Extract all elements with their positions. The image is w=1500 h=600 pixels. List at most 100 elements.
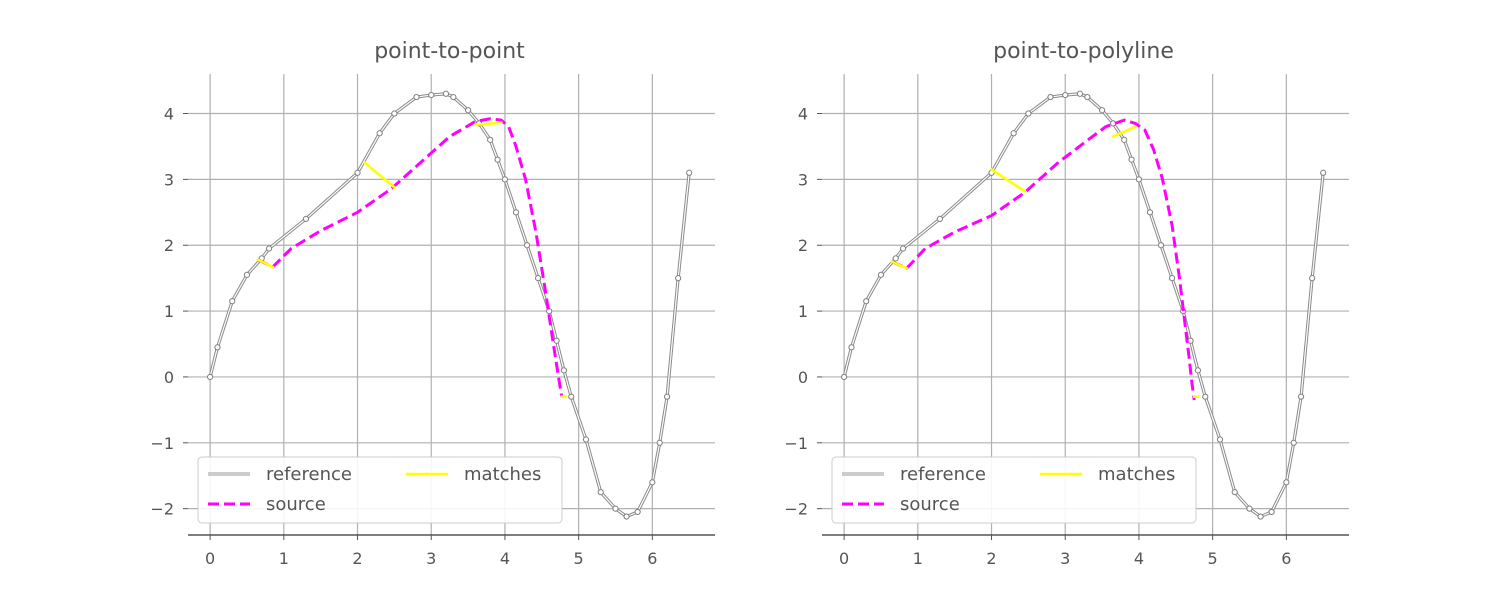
x-tick-label: 1 (279, 549, 289, 568)
reference-point (512, 209, 520, 216)
reference-point (1297, 393, 1305, 400)
x-tick-label: 4 (500, 549, 510, 568)
match-segment (474, 121, 503, 127)
reference-point (494, 156, 501, 163)
legend-label-reference: reference (266, 464, 352, 485)
legend: reference source matches (197, 456, 563, 524)
reference-point (1202, 393, 1209, 400)
x-tick-label: 3 (1060, 549, 1070, 568)
x-tick-label: 0 (205, 549, 215, 568)
reference-point (656, 439, 663, 446)
y-tick-label: 1 (164, 302, 174, 321)
reference-point (1135, 176, 1143, 183)
reference-point (649, 479, 656, 486)
reference-point (1010, 130, 1017, 137)
legend: reference source matches (831, 456, 1197, 524)
reference-point (877, 271, 885, 278)
reference-point (1146, 209, 1154, 216)
reference-point (597, 489, 604, 496)
reference-point (1062, 91, 1069, 99)
reference-point (892, 255, 899, 262)
match-segment (1111, 124, 1137, 139)
y-tick-label: 4 (164, 105, 174, 124)
reference-point (1194, 367, 1202, 374)
reference-point (1231, 489, 1238, 496)
x-tick-label: 3 (426, 549, 436, 568)
y-tick-label: 2 (798, 236, 808, 255)
reference-point (899, 245, 907, 252)
match-segment (363, 161, 397, 190)
x-tick-label: 5 (1208, 549, 1218, 568)
x-tick-label: 6 (1281, 549, 1291, 568)
reference-point (1216, 436, 1224, 443)
reference-point (442, 90, 450, 97)
reference-point (214, 344, 221, 351)
y-tick-label: −2 (784, 500, 808, 519)
legend-box (831, 456, 1197, 524)
y-tick-label: 4 (798, 105, 808, 124)
reference-line (843, 93, 1324, 518)
reference-point (1283, 479, 1290, 486)
reference-point (1268, 508, 1275, 516)
reference-line-outline (208, 92, 691, 519)
x-tick-label: 1 (913, 549, 923, 568)
reference-point (229, 298, 236, 305)
reference-point (612, 505, 619, 512)
reference-point (675, 275, 682, 282)
reference-point (634, 508, 641, 516)
y-tick-label: 3 (164, 170, 174, 189)
chart-title: point-to-polyline (993, 39, 1174, 64)
source-line (257, 117, 564, 397)
match-segment (989, 167, 1027, 194)
reference-point (207, 373, 214, 381)
reference-point (560, 367, 568, 374)
reference-point (582, 436, 590, 443)
reference-point (450, 93, 457, 101)
reference-point (686, 169, 693, 176)
reference-point (1169, 275, 1176, 282)
chart-panel-2: 0 1 2 3 4 5 6 −2 −1 0 1 2 3 4 point-to-polyline referen… (784, 39, 1349, 568)
y-tick-label: 0 (164, 368, 174, 387)
reference-point (1157, 242, 1165, 249)
chart-panel-1: 0 1 2 3 4 5 6 −2 −1 0 1 2 3 4 point-to-point reference s… (150, 39, 715, 568)
reference-point (464, 107, 472, 114)
x-tick-label: 5 (574, 549, 584, 568)
x-tick-label: 2 (986, 549, 996, 568)
reference-point (391, 110, 398, 117)
reference-point (501, 176, 509, 183)
reference-point (1110, 120, 1117, 127)
reference-point (553, 337, 560, 344)
reference-point (936, 215, 944, 222)
reference-point (568, 393, 575, 400)
y-tick-label: 1 (798, 302, 808, 321)
reference-point (1128, 156, 1135, 163)
reference-point (487, 136, 494, 143)
legend-label-source: source (900, 494, 960, 515)
reference-point (523, 242, 531, 249)
reference-point (841, 373, 848, 381)
legend-label-matches: matches (1098, 464, 1175, 485)
reference-point (1121, 136, 1128, 143)
x-tick-label: 2 (352, 549, 362, 568)
x-tick-label: 4 (1134, 549, 1144, 568)
y-tick-label: −2 (150, 500, 174, 519)
reference-point (243, 271, 251, 278)
reference-point (1047, 93, 1054, 101)
legend-label-source: source (266, 494, 326, 515)
reference-point (1290, 439, 1297, 446)
reference-point (428, 91, 435, 99)
reference-point (1309, 275, 1316, 282)
reference-point (1098, 107, 1106, 114)
reference-line (209, 93, 690, 518)
match-segment (890, 259, 909, 270)
reference-point (1025, 110, 1032, 117)
reference-point (1084, 93, 1091, 101)
reference-point (623, 513, 630, 520)
x-tick-label: 0 (839, 549, 849, 568)
reference-point (265, 245, 273, 252)
reference-point (376, 130, 383, 137)
chart-title: point-to-point (374, 39, 525, 64)
reference-point (1246, 505, 1253, 512)
legend-label-matches: matches (464, 464, 541, 485)
y-tick-label: −1 (784, 434, 808, 453)
